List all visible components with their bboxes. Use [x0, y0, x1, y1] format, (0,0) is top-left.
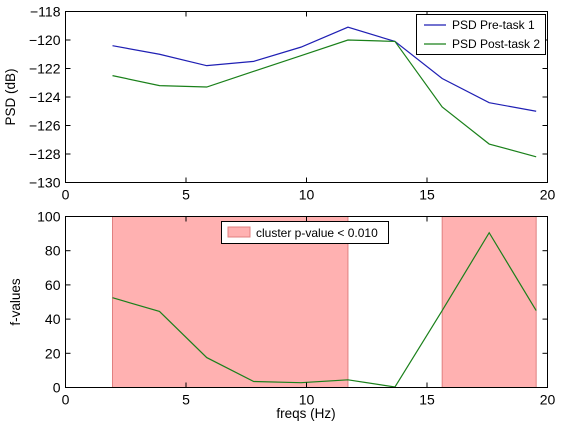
psd-panel: 0 5 10 15 20 −130 −128 −126 −124 −122 −120 −118 PSD…: [3, 4, 555, 203]
cluster-shading: [111, 216, 537, 388]
psd-xtick-label-4: 20: [540, 187, 556, 203]
fvalue-ytick-label-0: 0: [53, 380, 61, 396]
psd-xtick-label-1: 5: [182, 187, 190, 203]
fvalue-ytick-label-5: 100: [37, 209, 61, 225]
fvalue-xtick-label-2: 10: [299, 392, 315, 408]
fvalue-series-line-0: [112, 231, 537, 388]
psd-axes-frame: [65, 11, 548, 183]
psd-series-line-1: [112, 39, 537, 158]
cluster-legend-box: [221, 221, 389, 244]
psd-ticks: 0 5 10 15 20 −130 −128 −126 −124 −122 −120 −118: [29, 4, 556, 203]
psd-ytick-label-3: −124: [29, 89, 61, 105]
fvalue-panel: 0 5 10 15 20 0 20 40 60 80 100 f-values freqs (Hz)…: [8, 209, 555, 422]
fvalue-ytick-label-3: 60: [45, 277, 61, 293]
psd-xtick-label-0: 0: [62, 187, 70, 203]
fvalue-xtick-label-1: 5: [182, 392, 190, 408]
cluster-region-0: [111, 216, 349, 388]
fvalue-ytick-label-4: 80: [45, 243, 61, 259]
psd-y-axis-label: PSD (dB): [3, 68, 18, 125]
fvalue-plot-area: [112, 231, 537, 388]
psd-ytick-label-1: −128: [29, 146, 61, 162]
fvalue-axes-frame: [65, 216, 548, 388]
psd-legend: PSD Pre-task 1 PSD Post-task 2: [416, 14, 546, 55]
psd-plot-area: [112, 26, 537, 158]
psd-ytick-label-6: −118: [30, 4, 61, 20]
psd-xtick-label-2: 10: [299, 187, 315, 203]
psd-ytick-label-2: −126: [29, 118, 61, 134]
fvalue-xtick-label-4: 20: [540, 392, 556, 408]
fvalue-y-axis-label: f-values: [8, 278, 23, 326]
psd-xtick-label-3: 15: [419, 187, 435, 203]
psd-ytick-label-5: −120: [29, 32, 61, 48]
cluster-region-1: [441, 216, 537, 388]
cluster-legend: cluster p-value < 0.010: [221, 221, 389, 244]
legend-pre-task-label: PSD Pre-task 1: [452, 18, 535, 32]
psd-series-line-0: [112, 26, 537, 112]
cluster-legend-label: cluster p-value < 0.010: [256, 226, 378, 240]
legend-post-task-label: PSD Post-task 2: [452, 37, 540, 51]
psd-legend-box: [416, 14, 546, 55]
fvalue-x-axis-label: freqs (Hz): [276, 406, 335, 421]
psd-ytick-label-0: −130: [29, 175, 61, 191]
psd-ytick-label-4: −122: [29, 61, 61, 77]
fvalue-ytick-label-1: 20: [45, 345, 61, 361]
fvalue-xtick-label-3: 15: [419, 392, 435, 408]
fvalue-xtick-label-0: 0: [62, 392, 70, 408]
fvalue-ytick-label-2: 40: [45, 311, 61, 327]
cluster-legend-swatch: [227, 226, 251, 238]
